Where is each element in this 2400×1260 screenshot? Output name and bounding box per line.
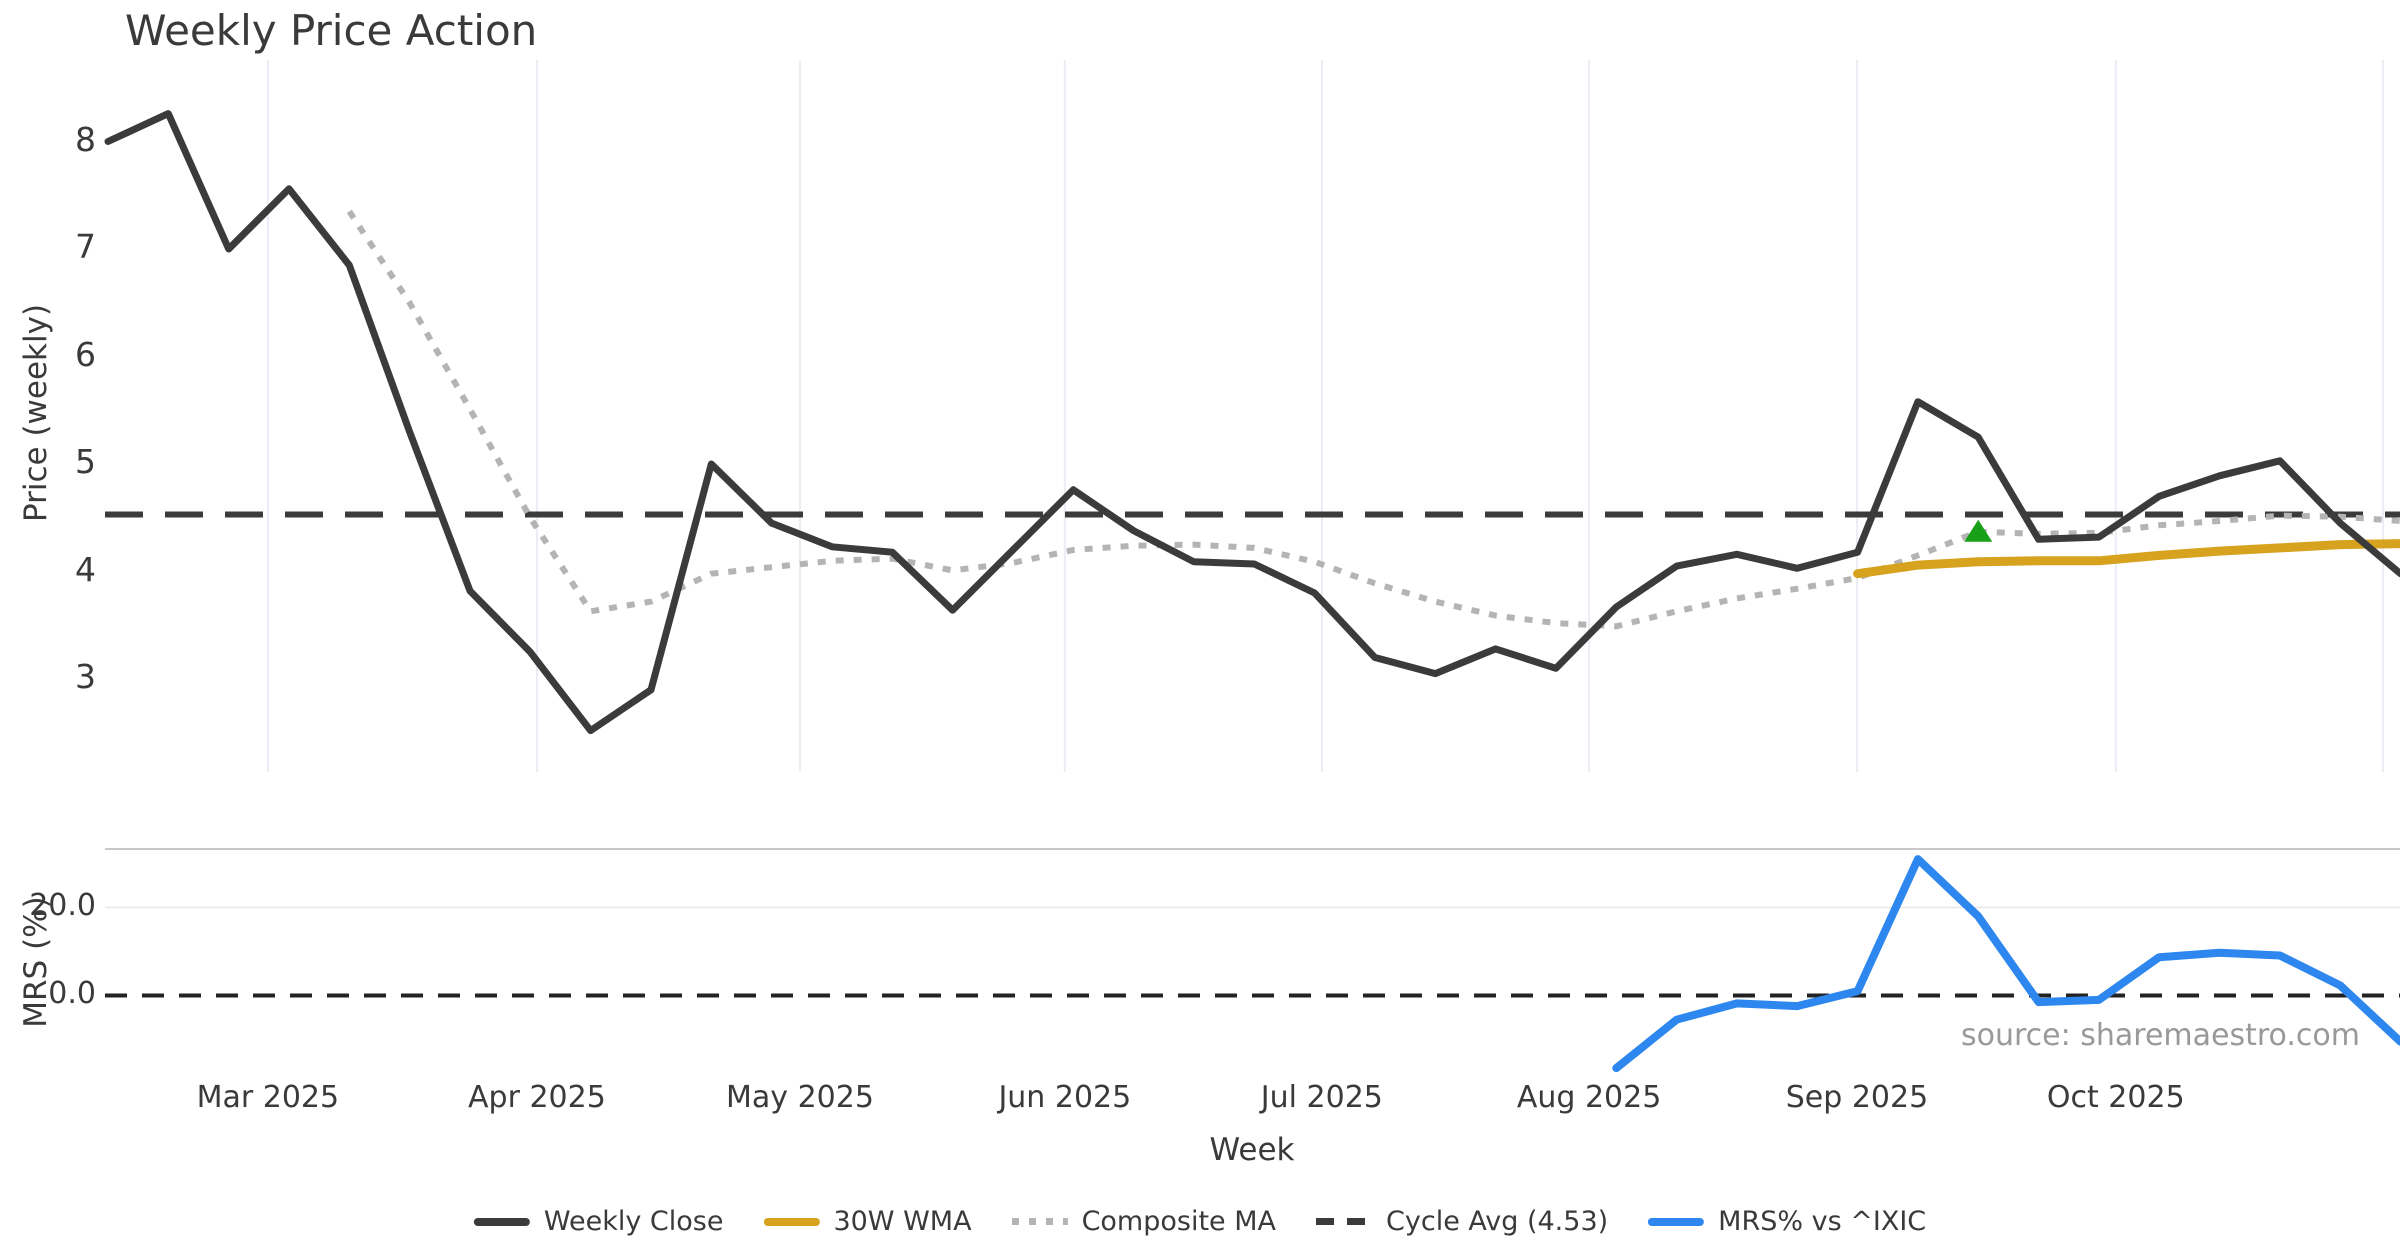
legend-label: 30W WMA [833,1206,972,1237]
y-tick-label: 4 [75,549,96,589]
legend-item-mrs: MRS% vs ^IXIC [1648,1206,1926,1237]
legend-item-cycle-avg: Cycle Avg (4.53) [1316,1206,1608,1237]
mrs-line [1612,855,2400,1073]
y-tick-label: 20.0 [29,887,96,923]
weekly-close-line-swatch [473,1217,530,1226]
mrs-line-swatch [1648,1217,1705,1226]
y-tick-label: 5 [75,442,96,482]
source-credit: source: sharemaestro.com [1961,1018,2360,1053]
buy-signal-triangle-icon [1964,519,1993,542]
y-tick-label: 7 [75,227,96,267]
legend-item-composite-ma: Composite MA [1011,1206,1277,1237]
composite-ma-line-swatch [1011,1218,1068,1225]
y-tick-label: 8 [75,119,96,159]
x-tick-label: Mar 2025 [196,1080,340,1115]
wma-30w-line [1853,539,2400,579]
composite-ma-line [346,209,2400,630]
legend-item-weekly-close: Weekly Close [473,1206,724,1237]
y-tick-label: 3 [75,657,96,697]
legend-item-30w-wma: 30W WMA [763,1206,972,1237]
x-tick-label: May 2025 [726,1080,874,1115]
x-tick-label: Oct 2025 [2046,1080,2185,1115]
x-tick-label: Apr 2025 [468,1080,606,1115]
x-tick-label: Jul 2025 [1260,1080,1383,1115]
x-axis-label: Week [1209,1132,1295,1168]
legend-label: Composite MA [1081,1206,1277,1237]
cycle-avg-line-swatch [1316,1218,1373,1225]
legend-label: Cycle Avg (4.53) [1386,1206,1609,1237]
x-tick-label: Sep 2025 [1785,1080,1929,1115]
y-tick-label: 0.0 [48,975,96,1011]
y-tick-label: 6 [75,334,96,374]
legend-label: MRS% vs ^IXIC [1718,1206,1927,1237]
legend: Weekly Close 30W WMA Composite MA Cycle … [473,1206,1926,1237]
chart-title: Weekly Price Action [125,6,538,55]
x-tick-label: Jun 2025 [998,1080,1132,1115]
x-tick-label: Aug 2025 [1516,1080,1662,1115]
weekly-close-line [104,110,2400,735]
legend-label: Weekly Close [543,1206,724,1237]
wma-line-swatch [763,1217,820,1226]
